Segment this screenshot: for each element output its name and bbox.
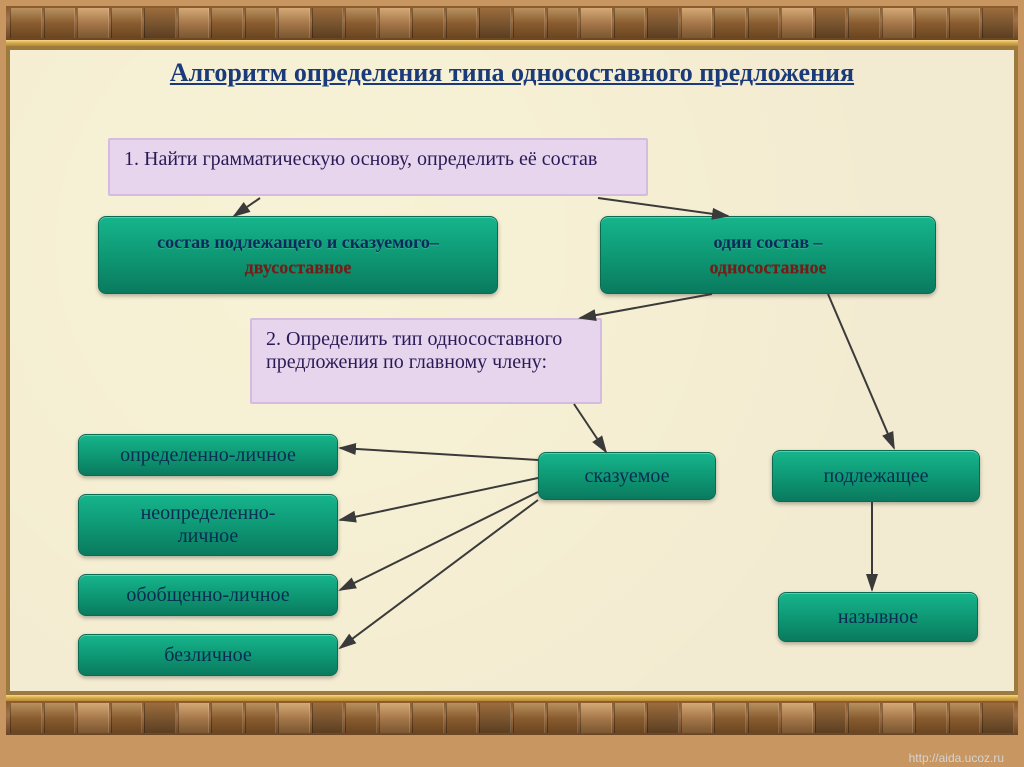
step1-text: 1. Найти грамматическую основу, определи… bbox=[124, 148, 597, 170]
box-predicate: сказуемое bbox=[538, 452, 716, 500]
footer-link: http://aida.ucoz.ru bbox=[909, 751, 1004, 765]
box-one-part: один состав – односоставное bbox=[600, 216, 936, 294]
slide-title: Алгоритм определения типа односоставного… bbox=[10, 56, 1014, 90]
box-two-part-l2: двусоставное bbox=[245, 257, 352, 278]
box-impersonal: безличное bbox=[78, 634, 338, 676]
box-predicate-label: сказуемое bbox=[584, 465, 669, 488]
slide-frame: Алгоритм определения типа односоставного… bbox=[0, 0, 1024, 767]
box-gen-personal-label: обобщенно-личное bbox=[126, 584, 289, 607]
box-nominal-label: назывное bbox=[838, 606, 918, 629]
box-subject: подлежащее bbox=[772, 450, 980, 502]
box-indef-personal-l1: неопределенно- bbox=[141, 502, 276, 525]
box-indef-personal: неопределенно- личное bbox=[78, 494, 338, 556]
bottom-book-border bbox=[6, 701, 1018, 735]
box-indef-personal-l2: личное bbox=[178, 525, 239, 548]
step2-box: 2. Определить тип односоставного предлож… bbox=[250, 318, 602, 404]
box-def-personal: определенно-личное bbox=[78, 434, 338, 476]
box-two-part-l1: состав подлежащего и сказуемого– bbox=[157, 232, 439, 253]
box-one-part-l2: односоставное bbox=[709, 257, 826, 278]
box-subject-label: подлежащее bbox=[823, 465, 928, 488]
box-two-part: состав подлежащего и сказуемого– двусост… bbox=[98, 216, 498, 294]
step2-text: 2. Определить тип односоставного предлож… bbox=[266, 328, 562, 373]
box-def-personal-label: определенно-личное bbox=[120, 444, 296, 467]
top-book-border bbox=[6, 6, 1018, 40]
content-area: Алгоритм определения типа односоставного… bbox=[6, 46, 1018, 695]
box-gen-personal: обобщенно-личное bbox=[78, 574, 338, 616]
step1-box: 1. Найти грамматическую основу, определи… bbox=[108, 138, 648, 196]
box-one-part-l1: один состав – bbox=[713, 232, 822, 253]
box-nominal: назывное bbox=[778, 592, 978, 642]
box-impersonal-label: безличное bbox=[164, 644, 252, 667]
